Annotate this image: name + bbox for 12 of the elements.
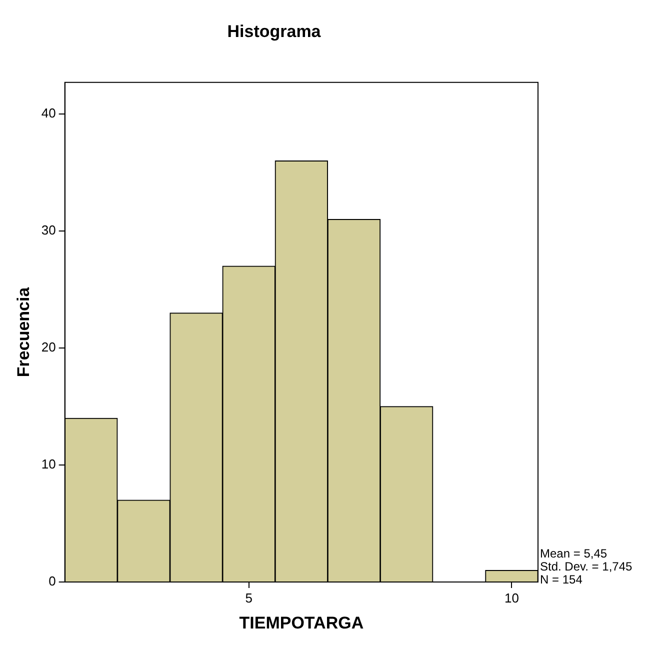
text: Mean = 5,45 — [540, 546, 608, 560]
text: Std. Dev. = 1,745 — [540, 559, 632, 574]
x-tick-label: 5 — [245, 590, 252, 606]
y-tick-label: 0 — [48, 574, 56, 589]
x-axis-title: TIEMPOTARGA — [239, 613, 364, 632]
y-tick-label: 40 — [41, 106, 56, 121]
y-tick-label: 20 — [41, 340, 56, 355]
chart-title: Histograma — [227, 22, 322, 41]
y-axis-title: Frecuencia — [14, 286, 33, 378]
y-tick-label: 10 — [41, 456, 56, 472]
y-tick-label: 30 — [41, 222, 56, 238]
text: N = 154 — [540, 572, 583, 586]
